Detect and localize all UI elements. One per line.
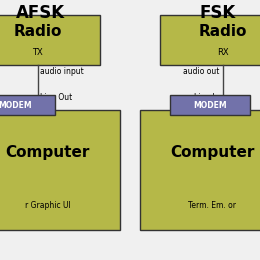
Text: r Graphic UI: r Graphic UI	[25, 202, 70, 211]
Text: Radio: Radio	[198, 24, 247, 39]
Text: FSK: FSK	[200, 4, 236, 22]
FancyBboxPatch shape	[160, 15, 260, 65]
Text: Computer: Computer	[5, 145, 90, 159]
Text: Line Out: Line Out	[41, 93, 73, 101]
Text: Line In: Line In	[194, 93, 219, 101]
Text: MODEM: MODEM	[193, 101, 227, 109]
FancyBboxPatch shape	[140, 110, 260, 230]
FancyBboxPatch shape	[0, 95, 55, 115]
Text: TX: TX	[32, 48, 43, 57]
Text: MODEM: MODEM	[0, 101, 32, 109]
Text: AFSK: AFSK	[15, 4, 64, 22]
FancyBboxPatch shape	[0, 110, 120, 230]
Text: Term. Em. or: Term. Em. or	[188, 202, 237, 211]
Text: audio input: audio input	[41, 67, 84, 76]
Text: RX: RX	[217, 48, 228, 57]
Text: audio out: audio out	[183, 67, 219, 76]
FancyBboxPatch shape	[0, 15, 100, 65]
Text: Computer: Computer	[170, 145, 255, 159]
Text: Radio: Radio	[13, 24, 62, 39]
FancyBboxPatch shape	[170, 95, 250, 115]
